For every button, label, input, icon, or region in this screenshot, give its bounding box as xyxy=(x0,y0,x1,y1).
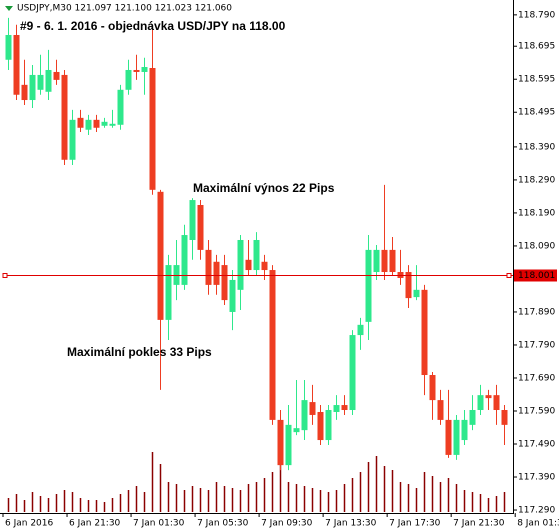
candle-body xyxy=(485,395,492,399)
candle-body xyxy=(317,411,324,441)
annotation: Maximální pokles 33 Pips xyxy=(67,345,212,359)
chart-title: #9 - 6. 1. 2016 - objednávka USD/JPY na … xyxy=(20,19,286,33)
candle-body xyxy=(253,239,260,271)
y-tick-label: 117.590 xyxy=(518,406,555,416)
candle-body xyxy=(413,289,420,298)
candle-body xyxy=(221,265,228,301)
candle-body xyxy=(53,71,60,80)
y-tick-label: 118.190 xyxy=(518,208,555,218)
candle-body xyxy=(477,395,484,411)
candle-body xyxy=(429,375,436,401)
candle-body xyxy=(357,324,364,336)
x-tick-label: 7 Jan 21:30 xyxy=(453,519,505,529)
annotation: Maximální výnos 22 Pips xyxy=(193,181,335,195)
y-tick-label: 118.695 xyxy=(518,42,555,52)
candle-body xyxy=(445,419,452,455)
candle-body xyxy=(149,68,156,190)
candle-body xyxy=(469,410,476,425)
candle-body xyxy=(349,335,356,411)
x-tick-label: 6 Jan 2016 xyxy=(5,519,53,529)
candle-body xyxy=(309,402,316,415)
plot-frame xyxy=(0,0,514,514)
y-tick-label: 118.390 xyxy=(518,142,555,152)
candle-body xyxy=(157,191,164,320)
y-tick-label: 118.595 xyxy=(518,75,555,85)
candle-body xyxy=(117,89,124,125)
x-tick-label: 7 Jan 09:30 xyxy=(261,519,313,529)
price-line-handle xyxy=(2,273,8,278)
candle-body xyxy=(21,84,28,101)
x-tick-label: 7 Jan 17:30 xyxy=(389,519,441,529)
x-tick-label: 7 Jan 05:30 xyxy=(197,519,249,529)
candle-body xyxy=(85,119,92,130)
candle-body xyxy=(453,419,460,455)
y-tick-label: 118.290 xyxy=(518,175,555,185)
candle-body xyxy=(61,74,68,160)
x-tick-label: 7 Jan 13:30 xyxy=(325,519,377,529)
candle-body xyxy=(205,249,212,285)
candle-body xyxy=(437,400,444,420)
candle-body xyxy=(333,405,340,412)
candle-body xyxy=(277,419,284,466)
candle-body xyxy=(213,261,220,285)
x-tick-label: 7 Jan 01:30 xyxy=(133,519,185,529)
candle-body xyxy=(45,69,52,92)
candle-body xyxy=(189,200,196,240)
candle-body xyxy=(421,289,428,376)
candle-body xyxy=(501,410,508,425)
y-tick-label: 117.690 xyxy=(518,373,555,383)
candle-body xyxy=(93,119,100,128)
header-icon xyxy=(5,6,13,11)
candle-body xyxy=(365,249,372,322)
candle-body xyxy=(373,249,380,273)
candle-body xyxy=(397,272,404,278)
candle-body xyxy=(5,34,12,60)
candle-body xyxy=(181,235,188,285)
candle-body xyxy=(389,249,396,273)
price-label-box xyxy=(514,269,557,282)
candle-body xyxy=(237,239,244,290)
y-tick-label: 117.490 xyxy=(518,440,555,450)
chart-header: USDJPY,M30 121.097 121.100 121.023 121.0… xyxy=(17,4,232,14)
candle-body xyxy=(37,74,44,90)
price-label: 118.001 xyxy=(518,271,555,281)
y-tick-label: 117.290 xyxy=(518,506,555,516)
candle-body xyxy=(125,69,132,90)
candle-body xyxy=(165,265,172,320)
x-tick-label: 8 Jan 01:30 xyxy=(517,519,559,529)
candle-body xyxy=(301,400,308,431)
candle-body xyxy=(173,265,180,285)
candle-body xyxy=(493,395,500,411)
price-line-handle xyxy=(506,273,512,278)
x-tick-label: 6 Jan 21:30 xyxy=(69,519,121,529)
y-tick-label: 118.495 xyxy=(518,108,555,118)
candle-body xyxy=(29,74,36,101)
candle-body xyxy=(261,261,268,271)
candle-body xyxy=(197,205,204,250)
y-tick-label: 118.090 xyxy=(518,241,555,251)
candle-body xyxy=(269,270,276,420)
candle-body xyxy=(109,123,116,126)
y-tick-label: 117.790 xyxy=(518,340,555,350)
candle-body xyxy=(13,34,20,95)
candle-body xyxy=(69,119,76,160)
candle-body xyxy=(325,410,332,441)
candle-body xyxy=(141,67,148,72)
y-tick-label: 117.390 xyxy=(518,473,555,483)
candle-body xyxy=(341,405,348,411)
candle-body xyxy=(461,419,468,441)
candle-body xyxy=(293,428,300,433)
candle-body xyxy=(229,279,236,312)
y-tick-label: 118.790 xyxy=(518,10,555,20)
candle-body xyxy=(405,272,412,299)
candle-body xyxy=(101,121,108,126)
candle-body xyxy=(77,117,84,128)
candle-body xyxy=(285,424,292,466)
candle-body xyxy=(245,259,252,271)
candle-body xyxy=(381,249,388,273)
candle-body xyxy=(133,69,140,72)
y-tick-label: 117.890 xyxy=(518,307,555,317)
